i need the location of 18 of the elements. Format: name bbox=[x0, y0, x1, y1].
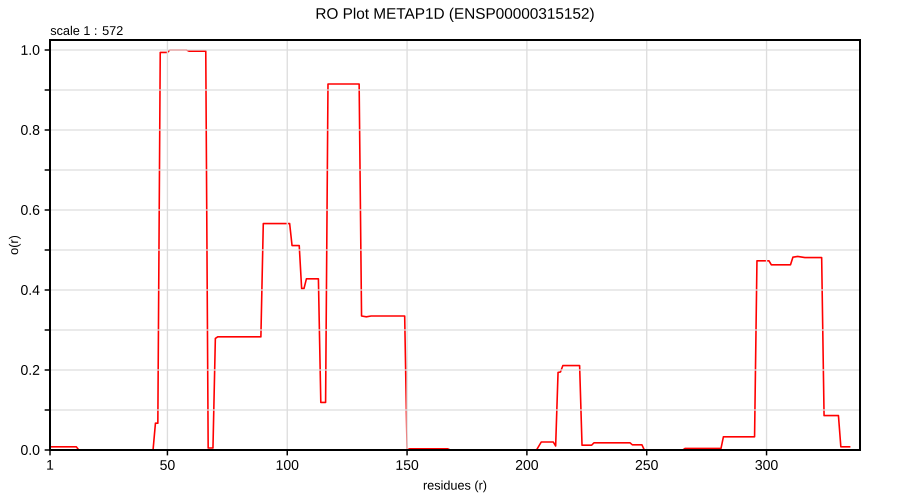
y-tick-label: 0.6 bbox=[21, 205, 40, 215]
y-tick-label: 1.0 bbox=[22, 45, 40, 55]
chart-title: RO Plot METAP1D (ENSP00000315152) bbox=[316, 8, 594, 22]
x-tick-label: 1 bbox=[47, 460, 54, 470]
x-tick-label: 150 bbox=[396, 460, 418, 470]
text: scale 1 : 572 bbox=[50, 26, 123, 36]
y-tick-label: 0.8 bbox=[21, 125, 40, 135]
x-tick-label: 300 bbox=[755, 460, 778, 470]
x-tick-label: 250 bbox=[636, 460, 658, 470]
y-tick-label: 0.0 bbox=[21, 445, 40, 455]
x-tick-label: 200 bbox=[516, 460, 538, 470]
x-tick-label: 100 bbox=[276, 460, 298, 470]
x-tick-label: 50 bbox=[160, 460, 175, 470]
y-axis-title: o(r) bbox=[8, 236, 21, 254]
y-tick-label: 0.4 bbox=[21, 285, 40, 295]
x-axis-title: residues (r) bbox=[424, 480, 486, 492]
line-series bbox=[50, 49, 852, 450]
y-tick-label: 0.2 bbox=[21, 365, 40, 375]
